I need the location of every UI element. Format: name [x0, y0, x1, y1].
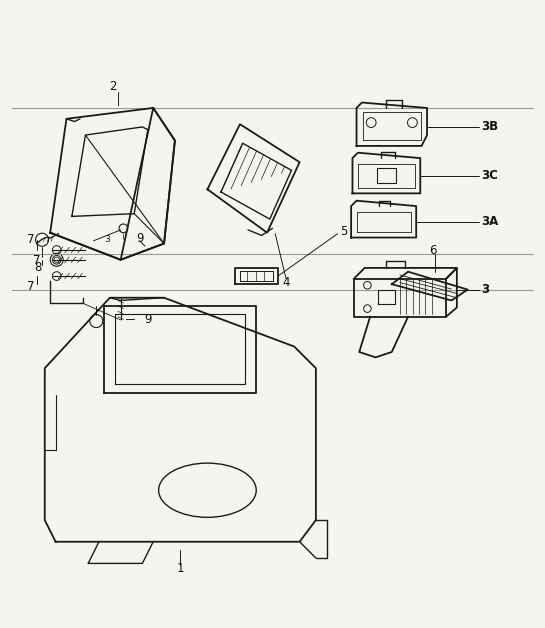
Text: 3A: 3A	[481, 215, 499, 229]
Text: 7: 7	[27, 280, 35, 293]
Text: 5: 5	[340, 225, 348, 238]
Text: 7: 7	[27, 232, 35, 246]
Text: 3: 3	[481, 283, 489, 296]
Text: 2: 2	[109, 80, 116, 93]
Text: 3B: 3B	[481, 121, 498, 133]
Text: 1: 1	[177, 562, 184, 575]
Text: 4: 4	[282, 276, 290, 289]
Text: 3C: 3C	[481, 169, 498, 182]
Text: 8: 8	[34, 261, 42, 274]
Text: 3: 3	[104, 236, 110, 244]
Text: 9: 9	[136, 232, 143, 244]
Text: 7: 7	[33, 254, 40, 268]
Text: 6: 6	[429, 244, 436, 256]
Text: 9: 9	[144, 313, 152, 326]
